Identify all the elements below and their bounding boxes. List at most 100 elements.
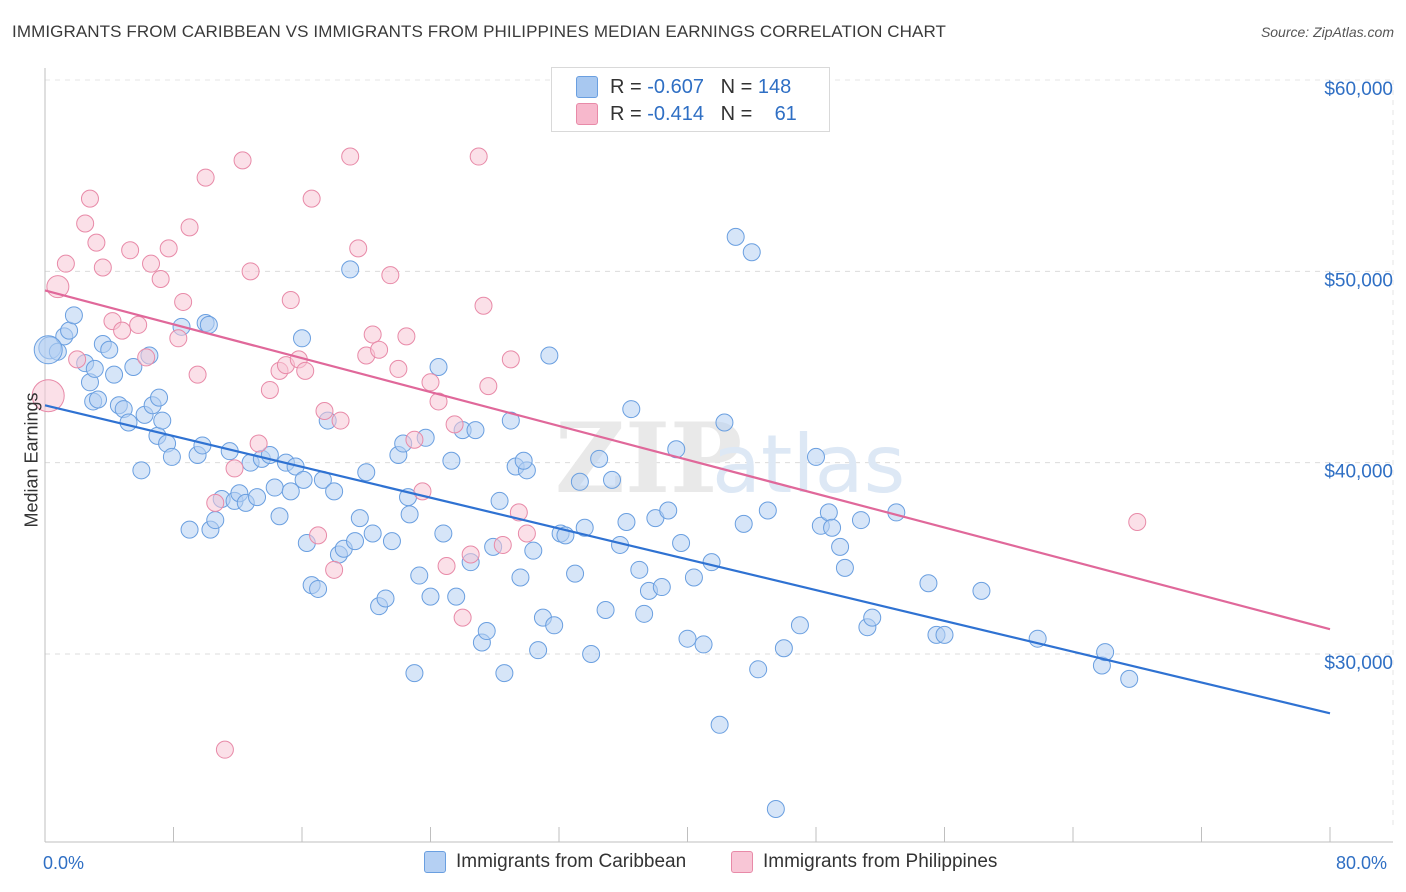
caribbean-point bbox=[702, 553, 721, 572]
caribbean-point bbox=[495, 664, 514, 683]
caribbean-point bbox=[823, 518, 842, 537]
philippines-point bbox=[31, 379, 65, 413]
philippines-point bbox=[159, 239, 178, 258]
caribbean-point bbox=[524, 541, 543, 560]
philippines-point bbox=[68, 350, 87, 369]
caribbean-point bbox=[405, 664, 424, 683]
philippines-trend-line bbox=[44, 289, 1331, 631]
n-label: N = bbox=[720, 75, 758, 98]
philippines-point bbox=[174, 292, 193, 311]
caribbean-point bbox=[447, 587, 466, 606]
correlation-legend: R = -0.607 N = 148 R = -0.414 N = 61 bbox=[551, 67, 830, 132]
caribbean-point bbox=[570, 472, 589, 491]
caribbean-point bbox=[790, 616, 809, 635]
y-tick-label: $30,000 bbox=[1324, 653, 1393, 674]
caribbean-point bbox=[466, 421, 485, 440]
caribbean-point bbox=[863, 608, 882, 627]
caribbean-point bbox=[350, 509, 369, 528]
caribbean-point bbox=[1120, 669, 1139, 688]
caribbean-point bbox=[294, 470, 313, 489]
philippines-point bbox=[517, 524, 536, 543]
philippines-point bbox=[341, 147, 360, 166]
philippines-point bbox=[180, 218, 199, 237]
caribbean-point bbox=[575, 518, 594, 537]
caribbean-point bbox=[972, 581, 991, 600]
philippines-point bbox=[302, 189, 321, 208]
caribbean-point bbox=[281, 482, 300, 501]
philippines-point bbox=[249, 434, 268, 453]
caribbean-point bbox=[545, 616, 564, 635]
philippines-point bbox=[509, 503, 528, 522]
caribbean-point bbox=[831, 537, 850, 556]
caribbean-point bbox=[807, 447, 825, 466]
caribbean-point bbox=[150, 388, 169, 407]
philippines-point bbox=[501, 350, 520, 369]
caribbean-point bbox=[265, 478, 284, 497]
caribbean-point bbox=[742, 243, 761, 262]
legend-stats-philippines: R = -0.414 N = 61 bbox=[610, 103, 797, 126]
caribbean-point bbox=[357, 463, 376, 482]
caribbean-point bbox=[617, 512, 636, 531]
philippines-point bbox=[331, 411, 350, 430]
philippines-point bbox=[493, 535, 512, 554]
caribbean-point bbox=[60, 321, 79, 340]
caribbean-point bbox=[434, 524, 453, 543]
caribbean-point bbox=[819, 503, 838, 522]
philippines-point bbox=[151, 269, 170, 288]
philippines-point bbox=[137, 348, 156, 367]
caribbean-point bbox=[153, 411, 172, 430]
caribbean-point bbox=[514, 451, 533, 470]
philippines-point bbox=[479, 377, 498, 396]
caribbean-point bbox=[162, 447, 181, 466]
caribbean-point bbox=[511, 568, 530, 587]
philippines-point bbox=[445, 415, 464, 434]
philippines-point bbox=[296, 361, 315, 380]
caribbean-point bbox=[429, 358, 448, 376]
caribbean-point bbox=[270, 507, 289, 526]
caribbean-point bbox=[566, 564, 585, 583]
philippines-point bbox=[215, 740, 234, 759]
chart-title: IMMIGRANTS FROM CARIBBEAN VS IMMIGRANTS … bbox=[12, 22, 947, 41]
n-value: 61 bbox=[774, 102, 797, 125]
bottom-legend-swatch-caribbean bbox=[424, 851, 446, 873]
caribbean-point bbox=[540, 346, 559, 365]
caribbean-point bbox=[672, 534, 691, 553]
philippines-point bbox=[363, 325, 382, 344]
philippines-point bbox=[93, 258, 112, 277]
caribbean-point bbox=[694, 635, 713, 654]
caribbean-point bbox=[582, 645, 601, 663]
caribbean-point bbox=[376, 589, 395, 608]
caribbean-point bbox=[309, 579, 328, 598]
caribbean-point bbox=[89, 390, 108, 409]
caribbean-point bbox=[766, 799, 785, 818]
watermark-zip: ZIP bbox=[555, 402, 742, 515]
philippines-point bbox=[309, 526, 328, 545]
caribbean-point bbox=[124, 358, 143, 376]
caribbean-point bbox=[715, 413, 734, 432]
caribbean-point bbox=[726, 227, 745, 246]
caribbean-point bbox=[622, 400, 641, 419]
caribbean-point bbox=[64, 306, 83, 325]
philippines-point bbox=[349, 239, 368, 258]
philippines-point bbox=[453, 608, 472, 627]
watermark-atlas: atlas bbox=[712, 418, 905, 511]
philippines-point bbox=[461, 545, 480, 564]
philippines-point bbox=[370, 340, 389, 359]
caribbean-point bbox=[421, 587, 440, 606]
n-value: 148 bbox=[757, 75, 792, 98]
caribbean-point bbox=[363, 524, 382, 543]
bottom-legend-label-caribbean: Immigrants from Caribbean bbox=[456, 851, 687, 872]
caribbean-point bbox=[734, 514, 753, 533]
caribbean-point bbox=[132, 461, 151, 480]
caribbean-point bbox=[346, 532, 365, 551]
philippines-point bbox=[281, 291, 300, 310]
philippines-point bbox=[188, 365, 207, 384]
philippines-point bbox=[397, 327, 416, 346]
philippines-point bbox=[129, 315, 148, 334]
caribbean-point bbox=[501, 411, 520, 430]
philippines-point bbox=[80, 189, 99, 208]
caribbean-point bbox=[596, 600, 615, 619]
x-tick-right: 80.0% bbox=[1336, 853, 1388, 873]
philippines-point bbox=[260, 380, 279, 399]
